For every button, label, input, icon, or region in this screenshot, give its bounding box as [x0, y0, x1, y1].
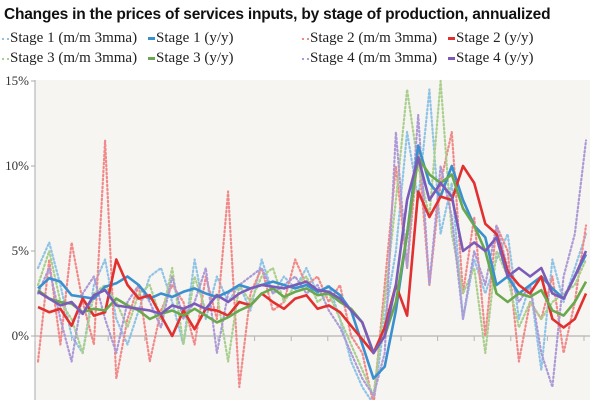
- legend-item-stage2-yy: Stage 2 (y/y): [448, 30, 533, 47]
- legend-label: Stage 2 (m/m 3mma): [310, 30, 438, 46]
- y-tick-label: 10%: [5, 158, 29, 173]
- legend-item-stage1-yy: Stage 1 (y/y): [148, 30, 233, 47]
- legend-item-stage3-yy: Stage 3 (y/y): [148, 50, 233, 67]
- legend-item-stage4-mm: Stage 4 (m/m 3mma): [302, 50, 437, 67]
- plot-area: [35, 80, 590, 400]
- legend-swatch: [448, 57, 455, 60]
- series-line-stage-2-y-y: [37, 164, 588, 355]
- chart-title: Changes in the prices of services inputs…: [4, 6, 551, 23]
- y-axis: 15% 10% 5% 0%: [5, 73, 590, 400]
- legend-item-stage2-mm: Stage 2 (m/m 3mma): [302, 30, 437, 47]
- legend-label: Stage 4 (y/y): [456, 50, 534, 66]
- series-line-stage-4-y-y: [37, 156, 588, 355]
- legend-label: Stage 3 (y/y): [156, 50, 234, 66]
- legend-swatch: [148, 37, 155, 40]
- series-line-stage-1-y-y: [37, 144, 588, 380]
- legend-swatch: [2, 37, 9, 40]
- legend-swatch: [448, 37, 455, 40]
- legend-swatch: [302, 57, 309, 60]
- series-lines: [36, 79, 588, 400]
- y-tick-label: 0%: [12, 328, 30, 343]
- legend-label: Stage 1 (y/y): [156, 30, 234, 46]
- legend-label: Stage 1 (m/m 3mma): [10, 30, 138, 46]
- legend-item-stage1-mm: Stage 1 (m/m 3mma): [2, 30, 137, 47]
- y-tick-label: 15%: [5, 73, 29, 88]
- legend-swatch: [148, 57, 155, 60]
- legend-item-stage3-mm: Stage 3 (m/m 3mma): [2, 50, 137, 67]
- legend-label: Stage 3 (m/m 3mma): [10, 50, 138, 66]
- legend-swatch: [2, 57, 9, 60]
- y-tick-label: 5%: [12, 243, 30, 258]
- legend-swatch: [302, 37, 309, 40]
- legend-label: Stage 2 (y/y): [456, 30, 534, 46]
- legend-label: Stage 4 (m/m 3mma): [310, 50, 438, 66]
- legend-item-stage4-yy: Stage 4 (y/y): [448, 50, 533, 67]
- series-line-stage-2-m-m-3mma: [36, 130, 588, 400]
